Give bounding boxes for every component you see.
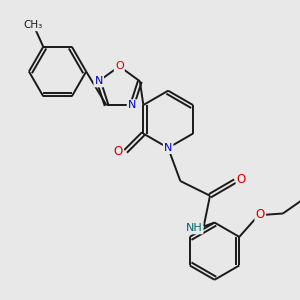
Text: N: N [128,100,136,110]
Text: N: N [164,143,172,153]
Text: N: N [94,76,103,86]
Text: CH₃: CH₃ [24,20,43,30]
Text: O: O [113,145,123,158]
Text: O: O [237,173,246,186]
Text: NH: NH [186,223,202,233]
Text: O: O [256,208,265,221]
Text: O: O [115,61,124,71]
